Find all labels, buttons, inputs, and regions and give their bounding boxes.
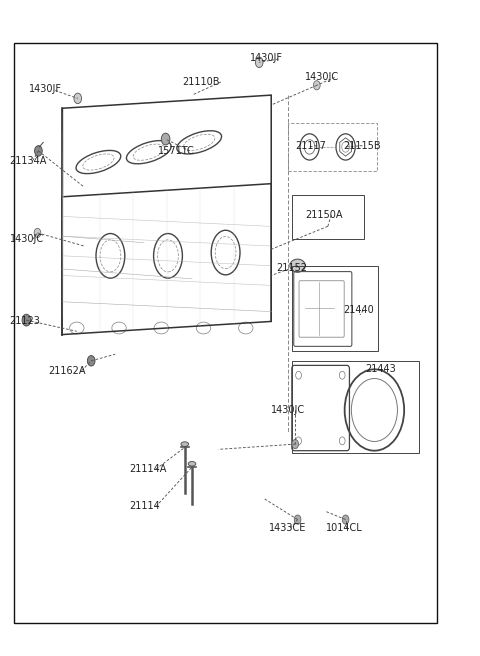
Text: 1430JC: 1430JC [271, 405, 305, 415]
Text: 21162A: 21162A [48, 365, 85, 376]
Text: 1014CL: 1014CL [326, 523, 363, 533]
Ellipse shape [181, 442, 189, 446]
Text: 21114: 21114 [130, 501, 160, 512]
Text: 1571TC: 1571TC [158, 146, 195, 156]
Text: 21152: 21152 [276, 262, 307, 273]
Ellipse shape [290, 259, 305, 272]
Text: 21123: 21123 [10, 316, 40, 327]
Bar [14, 43, 437, 623]
Circle shape [313, 81, 320, 90]
Circle shape [294, 515, 301, 524]
Bar [288, 123, 377, 171]
Text: 21114A: 21114A [130, 464, 167, 474]
Text: 21117: 21117 [295, 140, 326, 151]
Text: 1430JF: 1430JF [250, 52, 283, 63]
Circle shape [342, 515, 349, 524]
Text: 21134A: 21134A [10, 155, 47, 166]
Text: 21110B: 21110B [182, 77, 220, 87]
Circle shape [87, 356, 95, 366]
Ellipse shape [188, 462, 196, 466]
Text: 21150A: 21150A [305, 210, 342, 220]
Bar [292, 266, 378, 351]
Text: 21440: 21440 [343, 305, 374, 316]
Text: 1433CE: 1433CE [269, 523, 306, 533]
Circle shape [22, 314, 31, 326]
Circle shape [292, 440, 299, 449]
Circle shape [35, 146, 42, 156]
Circle shape [255, 57, 263, 68]
Circle shape [161, 133, 170, 145]
Bar [292, 195, 364, 239]
Circle shape [34, 228, 41, 237]
Text: 1430JC: 1430JC [10, 234, 44, 245]
Text: 1430JF: 1430JF [29, 83, 62, 94]
Text: 21115B: 21115B [343, 140, 381, 151]
Text: 1430JC: 1430JC [305, 72, 339, 83]
Text: 21443: 21443 [365, 364, 396, 375]
Circle shape [74, 93, 82, 104]
Bar [292, 361, 419, 453]
